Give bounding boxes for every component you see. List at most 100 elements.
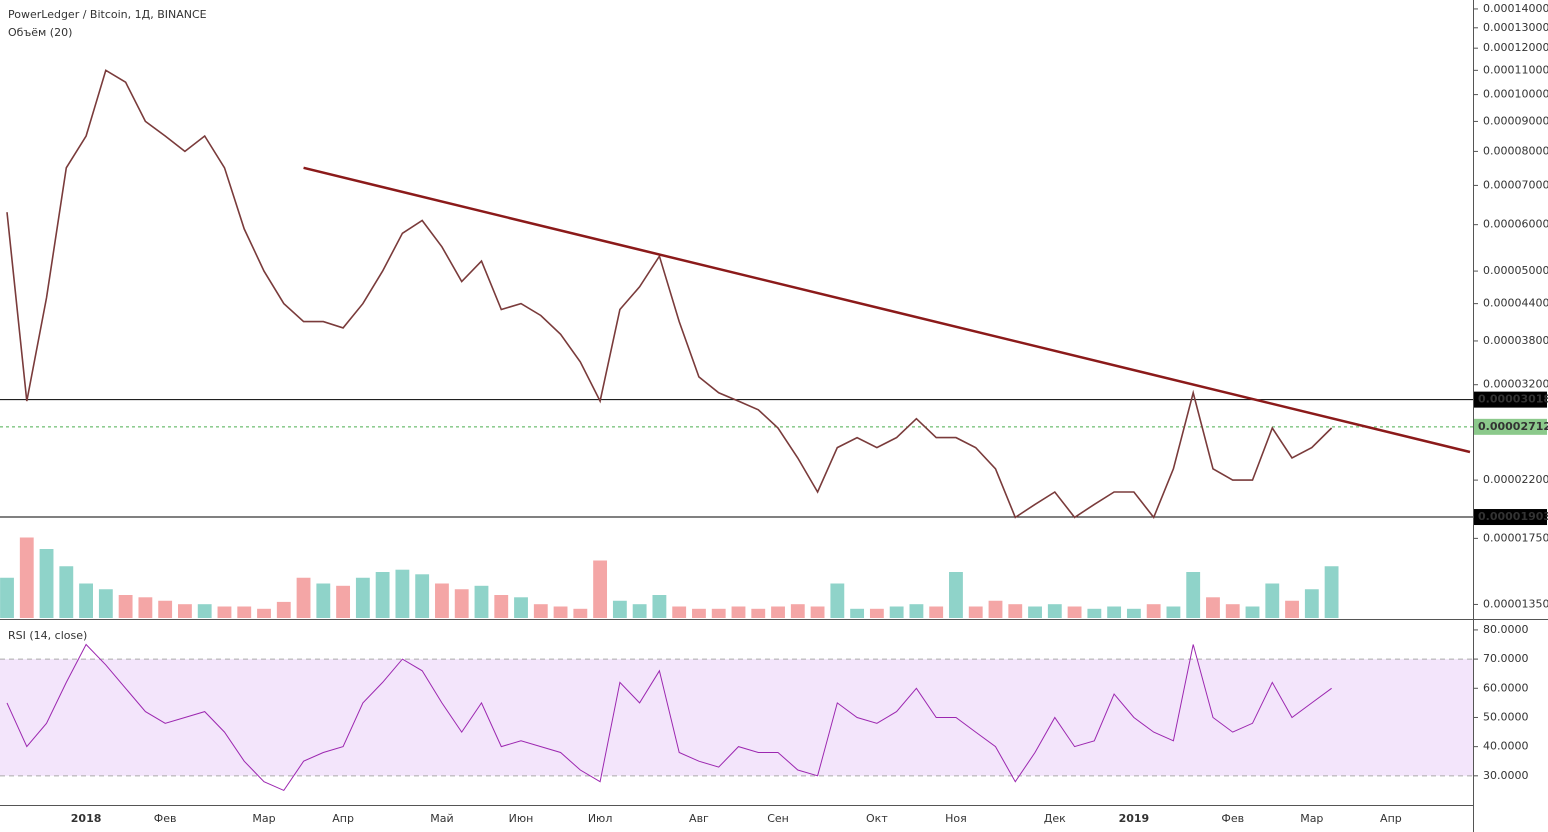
volume-bar xyxy=(612,600,627,618)
volume-bar xyxy=(138,597,153,618)
volume-bar xyxy=(118,595,133,618)
price-line xyxy=(6,69,1333,519)
volume-bar xyxy=(1166,606,1181,618)
volume-bar xyxy=(850,608,865,618)
x-tick-label: Ноя xyxy=(945,812,967,825)
volume-bar xyxy=(909,604,924,618)
y-tick-label: 50.0000 xyxy=(1483,710,1529,723)
volume-bar xyxy=(1067,606,1082,618)
volume-bar xyxy=(573,608,588,618)
volume-bar xyxy=(178,604,192,618)
volume-bar xyxy=(39,549,54,618)
y-tick-label: 0.00012000 xyxy=(1483,41,1548,54)
volume-bar xyxy=(316,583,331,618)
volume-bar xyxy=(1245,606,1260,618)
volume-bar xyxy=(375,572,390,618)
volume-bar xyxy=(672,606,687,618)
x-tick-label: Апр xyxy=(1380,812,1402,825)
volume-bar xyxy=(731,606,746,618)
volume-bar xyxy=(197,604,212,618)
volume-bar xyxy=(889,606,904,618)
volume-bar xyxy=(810,606,825,618)
volume-bar xyxy=(988,600,1003,618)
level-box xyxy=(1474,391,1547,408)
rsi-band xyxy=(0,659,1473,776)
volume-bar xyxy=(257,608,271,618)
level-label: 0.00001903 xyxy=(1478,510,1548,523)
volume-bar xyxy=(711,608,726,618)
volume-bar xyxy=(1225,604,1240,618)
volume-bar xyxy=(454,589,469,618)
x-tick-label: Апр xyxy=(332,812,354,825)
volume-bar xyxy=(652,595,667,618)
level-label: 0.00002712 xyxy=(1478,420,1548,433)
y-tick-label: 0.00014000 xyxy=(1483,2,1548,15)
volume-bar xyxy=(494,595,509,618)
rsi-line xyxy=(6,643,1332,792)
volume-bar xyxy=(237,606,252,618)
y-tick-label: 0.00001750 xyxy=(1483,531,1548,544)
x-tick-label: 2018 xyxy=(71,812,102,825)
level-box xyxy=(1474,509,1547,526)
volume-bar xyxy=(869,608,884,618)
volume-bar xyxy=(435,583,449,618)
y-tick-label: 60.0000 xyxy=(1483,681,1529,694)
volume-bar xyxy=(415,574,430,618)
volume-bar xyxy=(533,604,548,618)
y-tick-label: 40.0000 xyxy=(1483,740,1529,753)
volume-bar xyxy=(514,597,528,618)
x-tick-label: Май xyxy=(430,812,453,825)
x-tick-label: Авг xyxy=(689,812,709,825)
x-tick-label: Дек xyxy=(1044,812,1066,825)
y-tick-label: 0.00011000 xyxy=(1483,63,1548,76)
y-tick-label: 0.00013000 xyxy=(1483,21,1548,34)
y-tick-label: 80.0000 xyxy=(1483,623,1529,636)
volume-bar xyxy=(1285,600,1299,618)
volume-bar xyxy=(830,583,845,618)
volume-bar xyxy=(771,606,785,618)
y-tick-label: 0.00002200 xyxy=(1483,473,1548,486)
volume-bar xyxy=(19,537,34,618)
y-tick-label: 70.0000 xyxy=(1483,652,1529,665)
y-tick-label: 0.00010000 xyxy=(1483,88,1548,101)
volume-bar xyxy=(158,600,173,618)
volume-bar xyxy=(968,606,983,618)
volume-bar xyxy=(296,577,311,618)
volume-bar xyxy=(79,583,93,618)
volume-bar xyxy=(1087,608,1102,618)
volume-bar xyxy=(276,601,291,618)
y-tick-label: 0.00007000 xyxy=(1483,178,1548,191)
volume-bar xyxy=(1047,604,1062,618)
volume-bar xyxy=(59,566,74,618)
volume-bar xyxy=(553,606,568,618)
volume-bar xyxy=(1304,589,1319,618)
volume-bar xyxy=(1186,572,1201,618)
volume-bar xyxy=(217,606,232,618)
x-tick-label: Мар xyxy=(1300,812,1323,825)
y-tick-label: 0.00006000 xyxy=(1483,218,1548,231)
volume-bar xyxy=(949,572,963,618)
volume-bar xyxy=(355,577,370,618)
y-tick-label: 30.0000 xyxy=(1483,769,1529,782)
volume-bar xyxy=(929,606,944,618)
volume-bar xyxy=(0,577,14,618)
x-tick-label: 2019 xyxy=(1119,812,1150,825)
volume-bar xyxy=(98,589,113,618)
trendline xyxy=(303,166,1471,454)
volume-bar xyxy=(751,608,766,618)
y-tick-label: 0.00001350 xyxy=(1483,597,1548,610)
x-tick-label: Сен xyxy=(767,812,789,825)
x-tick-label: Июл xyxy=(588,812,613,825)
y-tick-label: 0.00005000 xyxy=(1483,264,1548,277)
y-tick-label: 0.00009000 xyxy=(1483,114,1548,127)
volume-bar xyxy=(336,585,351,618)
x-tick-label: Окт xyxy=(866,812,888,825)
volume-bar xyxy=(1206,597,1220,618)
y-tick-label: 0.00003200 xyxy=(1483,378,1548,391)
volume-bar xyxy=(1324,566,1339,618)
y-tick-label: 0.00008000 xyxy=(1483,144,1548,157)
y-tick-label: 0.00003800 xyxy=(1483,334,1548,347)
volume-bar xyxy=(692,608,706,618)
volume-bar xyxy=(395,569,410,618)
